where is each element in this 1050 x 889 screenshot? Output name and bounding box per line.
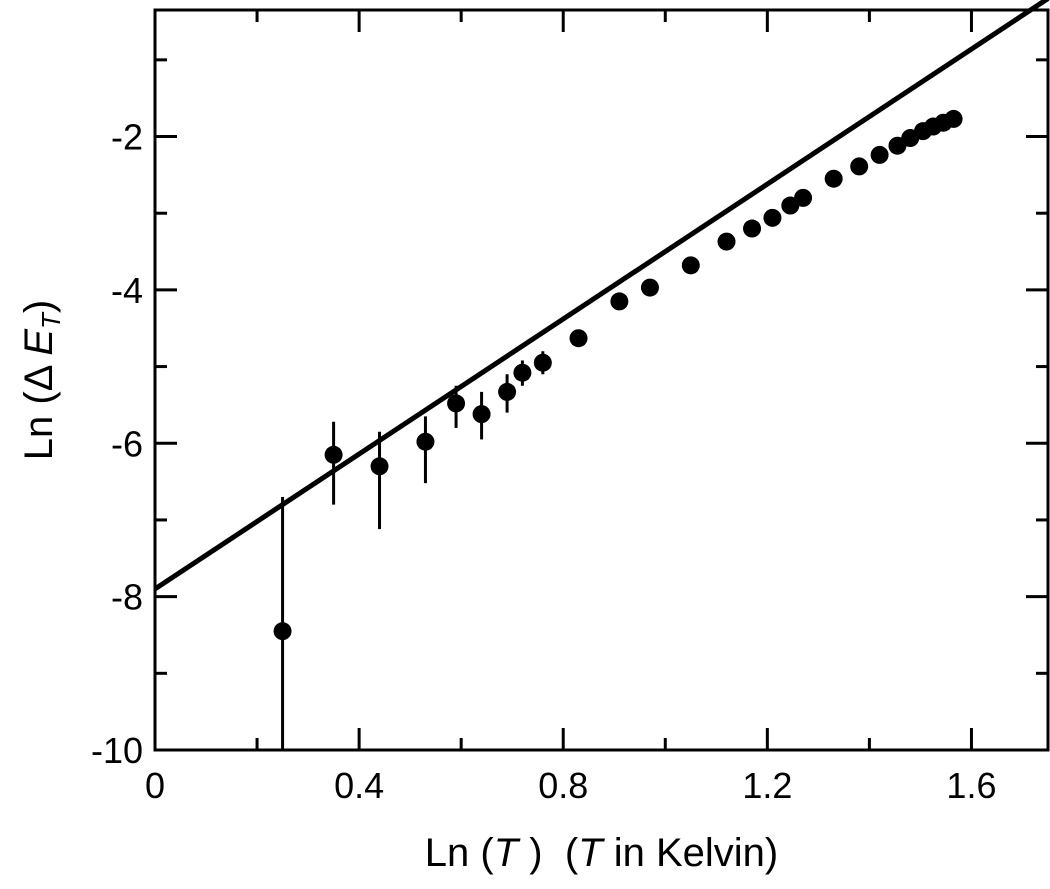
data-point	[416, 432, 435, 451]
x-axis-title: Ln (T ) (T in Kelvin)	[425, 831, 778, 875]
data-point	[533, 353, 552, 372]
y-axis-title-suffix: )	[17, 300, 61, 313]
data-point	[513, 363, 532, 382]
data-point	[763, 208, 782, 227]
fit-line	[153, 0, 1050, 592]
data-point	[824, 169, 843, 188]
data-points	[273, 109, 963, 641]
data-point	[944, 109, 963, 128]
y-axis-title-sub: T	[36, 311, 66, 329]
tick-labels: 0 0.4 0.8 1.2 1.6 -10 -8 -6 -4 -2	[91, 117, 997, 806]
x-axis-title-var1: T	[494, 831, 521, 875]
fit-line-group	[153, 0, 1050, 592]
x-axis-title-suffix: in Kelvin)	[603, 831, 779, 875]
error-bars	[281, 351, 545, 750]
y-axis-title-prefix: Ln (Δ	[17, 356, 61, 461]
y-tick-label: -2	[111, 117, 143, 158]
axis-ticks	[153, 10, 1048, 752]
data-point	[472, 405, 491, 424]
data-point	[370, 457, 389, 476]
y-axis-title-var: E	[17, 328, 61, 356]
data-point	[324, 445, 343, 464]
x-axis-title-prefix: Ln (	[425, 831, 495, 875]
y-tick-label: -10	[91, 730, 143, 771]
y-tick-label: -4	[111, 270, 143, 311]
data-point	[569, 329, 588, 348]
x-tick-label: 1.6	[946, 765, 996, 806]
x-axis-title-var2: T	[578, 831, 605, 875]
data-point	[610, 292, 629, 311]
data-point	[681, 256, 700, 275]
x-tick-label: 0.4	[334, 765, 384, 806]
data-point	[743, 219, 762, 238]
data-point	[273, 622, 292, 641]
x-tick-label: 1.2	[742, 765, 792, 806]
plot-frame	[153, 8, 1050, 752]
data-point	[870, 145, 889, 164]
data-point	[498, 382, 517, 401]
y-tick-label: -8	[111, 577, 143, 618]
data-point	[794, 188, 813, 207]
y-axis-title: Ln (Δ ET)	[17, 300, 66, 460]
x-tick-label: 0.8	[538, 765, 588, 806]
data-point	[717, 232, 736, 251]
data-point	[447, 394, 466, 413]
data-point	[850, 157, 869, 176]
x-tick-label: 0	[145, 765, 165, 806]
x-axis-title-mid: ) (	[518, 831, 579, 875]
data-point	[640, 278, 659, 297]
y-tick-label: -6	[111, 423, 143, 464]
